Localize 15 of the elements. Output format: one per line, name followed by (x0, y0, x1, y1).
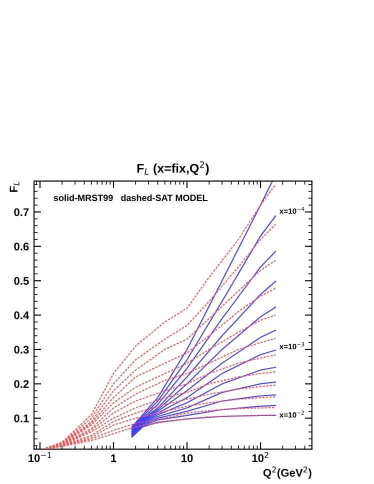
x-tick-label: 1 (111, 454, 116, 462)
y-tick-label: 0.3 (14, 346, 29, 354)
x-tick-label: 10$^{−1}$ (28, 452, 52, 462)
annotation: solid-MRST99 dashed-SAT MODEL (54, 194, 208, 202)
y-tick-label: 0.5 (14, 276, 29, 285)
x-tick-label: 10 (182, 454, 193, 462)
chart-title: F$_{L}$ (x=fix,Q$^{2}$) (137, 161, 209, 176)
y-tick-label: 0.6 (14, 242, 29, 250)
y-tick-label: 0.4 (14, 311, 30, 320)
y-tick-label: 0.2 (14, 380, 29, 388)
x-axis-title: Q$^{2}$(GeV$^{2}$) (263, 466, 312, 479)
y-tick-label: 0.1 (14, 414, 29, 422)
y-axis-title: F$_{L}$ (10, 182, 20, 192)
y-tick-label: 0.7 (14, 208, 29, 216)
x-tick-label: 10$^{2}$ (252, 452, 268, 462)
